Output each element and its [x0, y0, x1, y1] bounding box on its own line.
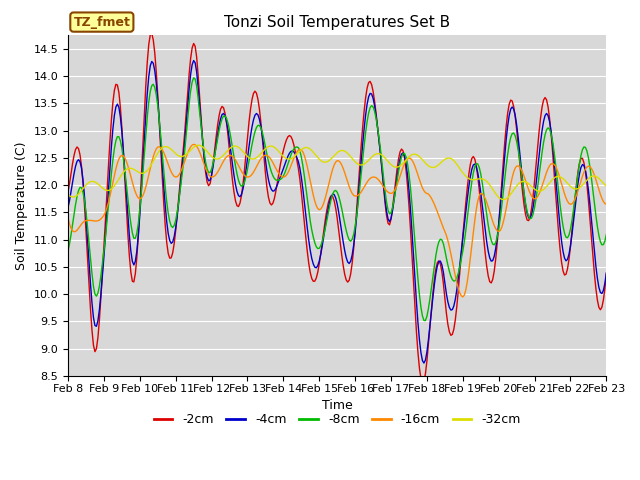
Legend: -2cm, -4cm, -8cm, -16cm, -32cm: -2cm, -4cm, -8cm, -16cm, -32cm — [148, 408, 526, 431]
Y-axis label: Soil Temperature (C): Soil Temperature (C) — [15, 142, 28, 270]
X-axis label: Time: Time — [322, 399, 353, 412]
Text: TZ_fmet: TZ_fmet — [74, 15, 131, 29]
Title: Tonzi Soil Temperatures Set B: Tonzi Soil Temperatures Set B — [224, 15, 451, 30]
